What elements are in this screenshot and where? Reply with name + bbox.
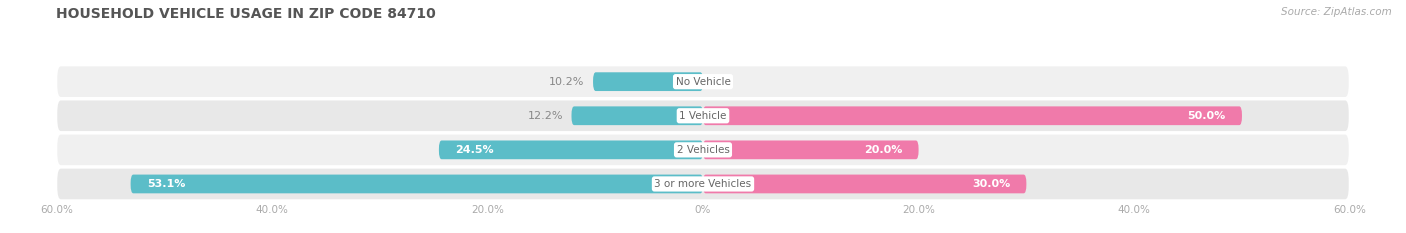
FancyBboxPatch shape (56, 65, 1350, 98)
FancyBboxPatch shape (131, 175, 703, 193)
FancyBboxPatch shape (593, 72, 703, 91)
Text: 24.5%: 24.5% (456, 145, 494, 155)
Text: 20.0%: 20.0% (865, 145, 903, 155)
Text: 12.2%: 12.2% (527, 111, 562, 121)
FancyBboxPatch shape (703, 140, 918, 159)
Text: 10.2%: 10.2% (550, 77, 585, 87)
Text: 53.1%: 53.1% (146, 179, 186, 189)
Text: No Vehicle: No Vehicle (675, 77, 731, 87)
FancyBboxPatch shape (439, 140, 703, 159)
FancyBboxPatch shape (56, 168, 1350, 200)
FancyBboxPatch shape (703, 175, 1026, 193)
Text: 50.0%: 50.0% (1188, 111, 1226, 121)
Text: HOUSEHOLD VEHICLE USAGE IN ZIP CODE 84710: HOUSEHOLD VEHICLE USAGE IN ZIP CODE 8471… (56, 7, 436, 21)
FancyBboxPatch shape (56, 99, 1350, 132)
Text: 3 or more Vehicles: 3 or more Vehicles (654, 179, 752, 189)
Text: 30.0%: 30.0% (972, 179, 1011, 189)
Text: 2 Vehicles: 2 Vehicles (676, 145, 730, 155)
Text: 1 Vehicle: 1 Vehicle (679, 111, 727, 121)
FancyBboxPatch shape (56, 134, 1350, 166)
FancyBboxPatch shape (703, 106, 1241, 125)
Text: Source: ZipAtlas.com: Source: ZipAtlas.com (1281, 7, 1392, 17)
FancyBboxPatch shape (571, 106, 703, 125)
